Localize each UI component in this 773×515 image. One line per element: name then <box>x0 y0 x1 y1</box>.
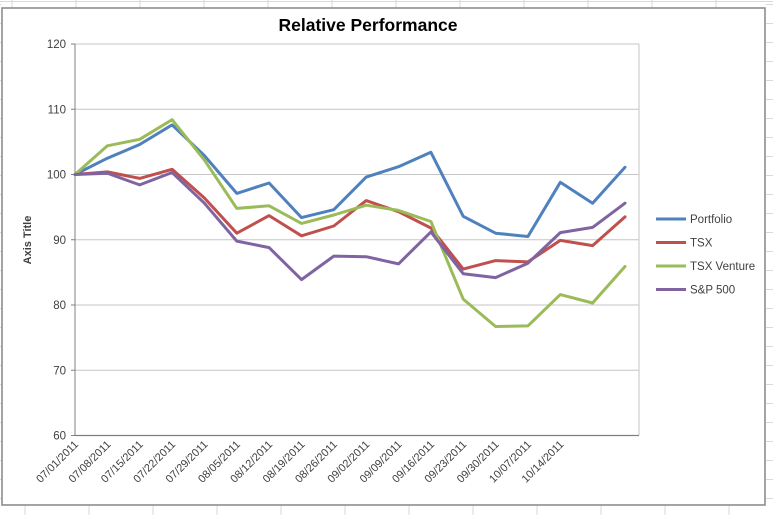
legend-label-2: TSX Venture <box>690 261 755 273</box>
legend-item-1[interactable]: TSX <box>656 238 713 250</box>
legend: Portfolio TSX TSX Venture S&P 500 <box>656 214 755 297</box>
legend-label-0: Portfolio <box>690 214 732 226</box>
legend-label-1: TSX <box>690 238 713 250</box>
series-line-3[interactable] <box>73 171 627 282</box>
y-tick-label: 60 <box>53 431 66 443</box>
series-line-2[interactable] <box>73 118 627 328</box>
series-line-0[interactable] <box>73 123 627 238</box>
legend-label-3: S&P 500 <box>690 285 735 297</box>
y-tick-label: 120 <box>47 39 66 51</box>
y-tick-label: 80 <box>53 300 66 312</box>
legend-item-2[interactable]: TSX Venture <box>656 261 755 273</box>
y-tick-label: 110 <box>48 104 66 116</box>
y-tick-label: 70 <box>53 365 66 377</box>
y-axis-title: Axis Title <box>22 216 34 265</box>
y-tick-label: 90 <box>53 235 66 247</box>
legend-item-3[interactable]: S&P 500 <box>656 285 735 297</box>
legend-item-0[interactable]: Portfolio <box>656 214 732 226</box>
y-tick-label: 100 <box>47 170 66 182</box>
chart-title: Relative Performance <box>279 15 458 35</box>
chart-frame[interactable] <box>1 7 766 506</box>
